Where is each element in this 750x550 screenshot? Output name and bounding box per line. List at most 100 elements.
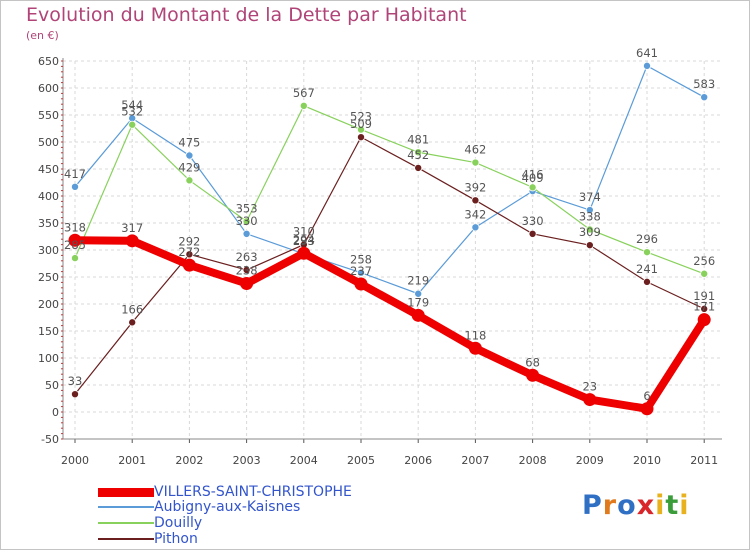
data-label: 263 [236,250,258,264]
data-label: 285 [64,238,86,252]
data-point-villers-saint-christophe [468,341,482,355]
data-point-villers-saint-christophe [240,276,254,290]
data-label: 475 [178,136,200,150]
y-tick-label: 300 [38,244,59,257]
data-point-pithon [71,390,80,399]
data-point-pithon [700,304,709,313]
x-tick-label: 2001 [118,454,146,467]
data-label: 509 [350,117,372,131]
y-tick-label: 600 [38,82,59,95]
x-tick-label: 2003 [233,454,261,467]
y-tick-label: -50 [41,433,59,446]
data-label: 641 [636,46,658,60]
data-point-pithon [356,133,365,142]
x-tick-label: 2009 [576,454,604,467]
data-point-douilly [299,101,308,110]
data-label: 330 [522,214,544,228]
data-point-pithon [643,277,652,286]
data-label: 191 [693,289,715,303]
data-point-pithon [242,265,251,274]
data-label: 409 [522,171,544,185]
data-label: 179 [407,295,429,309]
logo-letter: i [679,490,690,521]
data-label: 318 [64,220,86,234]
data-point-douilly [71,254,80,263]
data-label: 462 [464,143,486,157]
legend-swatch-pithon [98,538,154,540]
legend-swatch-villers-saint-christophe [98,487,154,497]
logo-letter: o [617,490,637,521]
data-point-aubigny-aux-kaisnes [643,61,652,70]
data-label: 452 [407,148,429,162]
y-tick-label: 500 [38,136,59,149]
data-label: 118 [464,328,486,342]
data-point-douilly [414,148,423,157]
series-line-villers-saint-christophe [71,236,709,413]
data-point-douilly [528,183,537,192]
y-tick-label: 100 [38,352,59,365]
x-tick-label: 2010 [633,454,661,467]
data-label: 293 [293,234,315,248]
data-point-pithon [528,229,537,238]
legend-swatch-douilly [98,522,154,524]
logo-letter: i [655,490,666,521]
data-point-aubigny-aux-kaisnes [414,289,423,298]
x-tick-label: 2002 [175,454,203,467]
data-point-aubigny-aux-kaisnes [585,206,594,215]
data-label: 33 [68,374,83,388]
x-tick-label: 2008 [519,454,547,467]
data-label: 68 [525,355,540,369]
data-label: 238 [236,263,258,277]
data-label: 310 [293,225,315,239]
legend-label: Aubigny-aux-Kaisnes [154,499,301,515]
data-point-aubigny-aux-kaisnes [471,223,480,232]
data-label: 544 [121,98,143,112]
data-label: 567 [293,86,315,100]
data-point-douilly [700,269,709,278]
data-label: 166 [121,302,143,316]
y-tick-label: 0 [52,406,59,419]
data-label: 237 [350,264,372,278]
data-label: 342 [464,207,486,221]
data-point-villers-saint-christophe [583,393,597,407]
data-point-pithon [414,163,423,172]
data-label: 256 [693,254,715,268]
y-tick-label: 200 [38,298,59,311]
data-label: 353 [236,201,258,215]
legend-item-pithon: Pithon [98,531,198,547]
y-tick-label: 650 [38,55,59,68]
data-point-douilly [471,158,480,167]
y-tick-label: 250 [38,271,59,284]
data-point-villers-saint-christophe [697,313,711,327]
data-point-villers-saint-christophe [125,234,139,248]
data-point-douilly [643,248,652,257]
data-point-aubigny-aux-kaisnes [700,93,709,102]
data-point-douilly [128,120,137,129]
data-label: 6 [643,389,650,403]
data-point-villers-saint-christophe [68,233,82,247]
y-tick-label: 450 [38,163,59,176]
chart-title: Evolution du Montant de la Dette par Hab… [26,4,467,26]
data-point-villers-saint-christophe [640,402,654,416]
data-label: 338 [579,209,601,223]
data-point-villers-saint-christophe [182,258,196,272]
data-label: 309 [579,225,601,239]
logo-letter: t [665,490,680,521]
data-point-pithon [585,241,594,250]
data-label: 392 [464,180,486,194]
data-label: 294 [293,233,315,247]
data-label: 429 [178,160,200,174]
data-point-aubigny-aux-kaisnes [356,268,365,277]
legend-swatch-aubigny-aux-kaisnes [98,506,154,508]
series-line-pithon [74,136,705,395]
data-label: 481 [407,132,429,146]
y-tick-label: 150 [38,325,59,338]
x-tick-label: 2004 [290,454,318,467]
x-tick-label: 2005 [347,454,375,467]
data-label: 23 [582,380,597,394]
data-point-villers-saint-christophe [297,246,311,260]
data-label: 241 [636,262,658,276]
data-point-villers-saint-christophe [354,277,368,291]
